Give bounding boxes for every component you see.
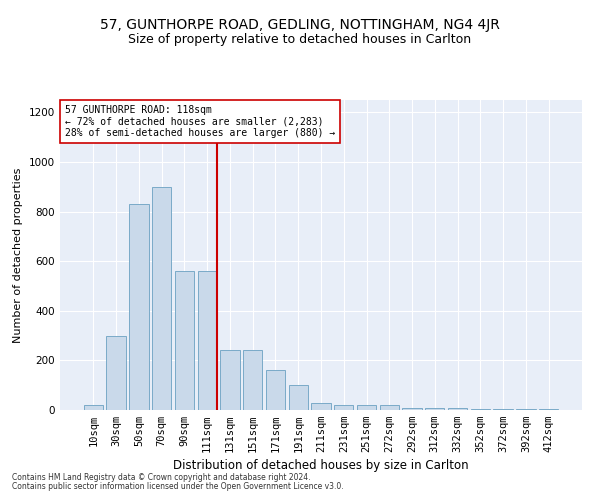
Bar: [197, 271, 217, 410]
Bar: [425, 408, 445, 410]
Bar: [289, 385, 308, 410]
Bar: [175, 271, 194, 410]
Bar: [106, 336, 126, 410]
Bar: [493, 409, 513, 410]
Text: Size of property relative to detached houses in Carlton: Size of property relative to detached ho…: [128, 32, 472, 46]
Bar: [152, 187, 172, 410]
Bar: [266, 370, 285, 410]
Bar: [129, 204, 149, 410]
Bar: [220, 350, 239, 410]
Bar: [470, 409, 490, 410]
Bar: [380, 405, 399, 410]
Text: Contains public sector information licensed under the Open Government Licence v3: Contains public sector information licen…: [12, 482, 344, 491]
Bar: [84, 405, 103, 410]
Bar: [403, 408, 422, 410]
X-axis label: Distribution of detached houses by size in Carlton: Distribution of detached houses by size …: [173, 460, 469, 472]
Text: 57 GUNTHORPE ROAD: 118sqm
← 72% of detached houses are smaller (2,283)
28% of se: 57 GUNTHORPE ROAD: 118sqm ← 72% of detac…: [65, 104, 335, 138]
Bar: [516, 409, 536, 410]
Text: 57, GUNTHORPE ROAD, GEDLING, NOTTINGHAM, NG4 4JR: 57, GUNTHORPE ROAD, GEDLING, NOTTINGHAM,…: [100, 18, 500, 32]
Bar: [448, 408, 467, 410]
Y-axis label: Number of detached properties: Number of detached properties: [13, 168, 23, 342]
Bar: [357, 405, 376, 410]
Bar: [539, 409, 558, 410]
Text: Contains HM Land Registry data © Crown copyright and database right 2024.: Contains HM Land Registry data © Crown c…: [12, 474, 311, 482]
Bar: [243, 350, 262, 410]
Bar: [311, 402, 331, 410]
Bar: [334, 405, 353, 410]
